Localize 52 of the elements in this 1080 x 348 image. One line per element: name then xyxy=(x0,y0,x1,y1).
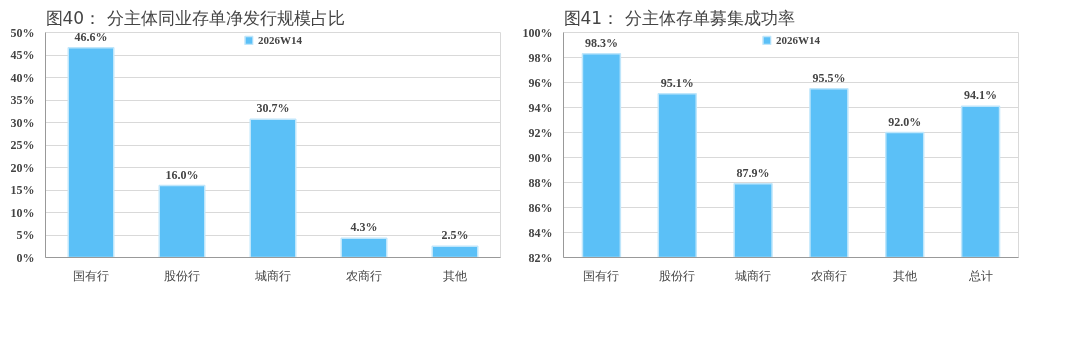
y-tick-label: 94% xyxy=(528,100,553,115)
y-tick-label: 90% xyxy=(528,150,553,165)
chart-title: 图40： 分主体同业存单净发行规模占比 xyxy=(45,7,345,28)
data-label: 92.0% xyxy=(888,114,922,129)
y-tick-label: 88% xyxy=(528,175,553,190)
y-tick-label: 40% xyxy=(10,70,35,85)
x-tick-label: 国有行 xyxy=(583,268,620,283)
y-tick-label: 96% xyxy=(528,75,553,90)
data-label: 95.1% xyxy=(660,75,694,90)
y-tick-label: 5% xyxy=(16,228,35,242)
legend-label: 2026W14 xyxy=(258,34,302,46)
y-tick-label: 86% xyxy=(528,200,553,215)
y-tick-label: 35% xyxy=(10,93,35,107)
bar xyxy=(431,245,479,258)
data-label: 4.3% xyxy=(350,220,378,235)
y-tick-label: 92% xyxy=(528,125,553,140)
data-label: 87.9% xyxy=(736,165,770,180)
bar xyxy=(158,184,206,258)
data-label: 2.5% xyxy=(441,228,469,243)
data-label: 95.5% xyxy=(812,70,846,85)
y-tick-label: 98% xyxy=(528,50,553,65)
bar xyxy=(249,118,297,258)
data-label: 16.0% xyxy=(165,167,199,182)
y-tick-label: 15% xyxy=(10,183,35,197)
bar xyxy=(67,47,115,258)
x-tick-label: 股份行 xyxy=(659,268,696,283)
y-tick-label: 0% xyxy=(16,250,35,265)
x-tick-label: 总计 xyxy=(967,268,993,283)
data-label: 46.6% xyxy=(74,29,108,44)
x-tick-label: 农商行 xyxy=(346,268,382,283)
x-tick-label: 农商行 xyxy=(810,268,847,283)
x-tick-label: 股份行 xyxy=(164,268,200,283)
y-tick-label: 20% xyxy=(10,160,35,175)
y-tick-label: 82% xyxy=(528,250,553,265)
chart-title: 图41： 分主体存单募集成功率 xyxy=(563,7,795,28)
y-tick-label: 84% xyxy=(528,225,553,240)
y-tick-label: 10% xyxy=(10,205,35,220)
x-tick-label: 国有行 xyxy=(73,268,109,283)
legend-label: 2026W14 xyxy=(776,34,820,46)
x-tick-label: 城商行 xyxy=(254,268,291,283)
y-tick-label: 50% xyxy=(10,25,35,40)
data-label: 98.3% xyxy=(584,35,618,50)
bar xyxy=(340,237,388,258)
data-label: 94.1% xyxy=(964,88,998,103)
x-tick-label: 其他 xyxy=(892,268,917,283)
y-tick-label: 25% xyxy=(10,138,35,152)
x-tick-label: 其他 xyxy=(443,268,467,283)
y-tick-label: 30% xyxy=(10,115,35,130)
x-tick-label: 城商行 xyxy=(734,268,772,283)
y-tick-label: 100% xyxy=(522,25,553,40)
data-label: 30.7% xyxy=(256,101,290,116)
y-tick-label: 45% xyxy=(10,48,35,62)
